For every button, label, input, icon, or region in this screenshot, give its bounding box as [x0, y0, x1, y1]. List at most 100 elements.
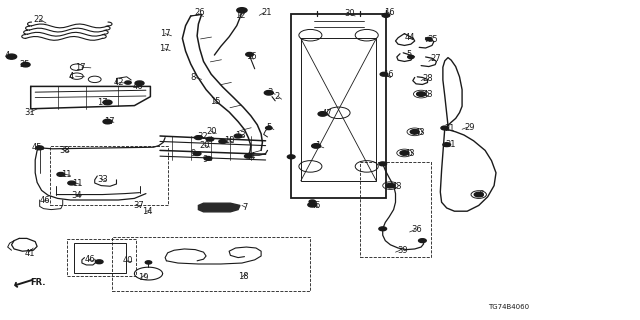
Text: 4: 4 [4, 51, 10, 60]
Text: 28: 28 [422, 74, 433, 83]
Text: 17: 17 [160, 29, 171, 38]
Text: 40: 40 [123, 256, 133, 265]
Text: 9: 9 [191, 149, 196, 158]
Circle shape [246, 52, 253, 56]
Circle shape [382, 13, 390, 17]
Circle shape [244, 154, 252, 158]
Text: 5: 5 [406, 50, 412, 59]
Text: 25: 25 [19, 60, 29, 68]
Circle shape [408, 55, 414, 59]
Text: 1: 1 [315, 141, 320, 150]
Text: FR.: FR. [31, 278, 46, 287]
Circle shape [266, 126, 272, 130]
Text: 36: 36 [412, 225, 422, 234]
Circle shape [426, 37, 432, 41]
Circle shape [386, 183, 395, 188]
Text: 35: 35 [428, 35, 438, 44]
Circle shape [312, 144, 321, 148]
Circle shape [193, 152, 201, 156]
Text: 43: 43 [392, 182, 403, 191]
Circle shape [125, 81, 131, 84]
Circle shape [474, 192, 483, 197]
Text: 21: 21 [445, 140, 456, 149]
Text: 44: 44 [246, 152, 256, 161]
Text: 16: 16 [383, 70, 394, 79]
Text: 34: 34 [72, 191, 83, 200]
Text: 38: 38 [59, 146, 70, 155]
Text: TG74B4060: TG74B4060 [488, 304, 529, 309]
Text: 12: 12 [236, 11, 246, 20]
Text: 5: 5 [266, 123, 271, 132]
Text: 22: 22 [33, 15, 44, 24]
Text: 29: 29 [465, 123, 475, 132]
Text: 27: 27 [430, 54, 441, 63]
Bar [67, 239, 136, 276]
Circle shape [264, 91, 273, 95]
Bar [301, 38, 376, 181]
Text: 44: 44 [404, 33, 415, 42]
Text: 16: 16 [384, 8, 395, 17]
Text: 46: 46 [84, 255, 95, 264]
Circle shape [379, 162, 387, 166]
Text: 18: 18 [238, 272, 249, 281]
Bar [360, 162, 431, 257]
Circle shape [237, 8, 247, 13]
Circle shape [21, 62, 30, 67]
Circle shape [204, 156, 212, 160]
Circle shape [380, 72, 388, 76]
Text: 13: 13 [236, 131, 246, 140]
Bar [112, 237, 310, 291]
Circle shape [103, 100, 112, 105]
Circle shape [417, 92, 426, 96]
Text: 17: 17 [104, 117, 115, 126]
Bar [50, 146, 168, 205]
Text: 39: 39 [397, 246, 408, 255]
Circle shape [379, 227, 387, 231]
Text: 45: 45 [32, 143, 42, 152]
Text: 42: 42 [114, 78, 124, 87]
Circle shape [400, 151, 409, 155]
Circle shape [441, 126, 449, 130]
Circle shape [410, 130, 419, 134]
Circle shape [68, 181, 76, 185]
Circle shape [219, 140, 227, 143]
Text: 37: 37 [133, 201, 144, 210]
Text: 43: 43 [404, 149, 415, 158]
Text: 41: 41 [24, 249, 35, 258]
Text: 20: 20 [206, 127, 216, 136]
Bar [74, 243, 126, 273]
Text: 17: 17 [76, 63, 86, 72]
Circle shape [6, 54, 17, 59]
Bar [291, 14, 386, 198]
Text: 8: 8 [191, 73, 196, 82]
Text: 30: 30 [344, 9, 355, 18]
Circle shape [234, 134, 242, 138]
Text: 47: 47 [321, 109, 332, 118]
Text: 3: 3 [268, 88, 273, 97]
Circle shape [206, 137, 214, 141]
Text: 19: 19 [138, 273, 148, 282]
Text: 10: 10 [224, 136, 234, 145]
Circle shape [287, 155, 295, 159]
Text: 4: 4 [69, 72, 74, 81]
Circle shape [308, 203, 317, 207]
Text: 20: 20 [200, 141, 210, 150]
Text: 45: 45 [311, 201, 321, 210]
Text: 46: 46 [133, 82, 144, 91]
Circle shape [419, 239, 426, 243]
Text: 21: 21 [445, 124, 455, 132]
Text: 31: 31 [24, 108, 35, 117]
Text: 43: 43 [415, 128, 426, 137]
Text: 11: 11 [72, 179, 82, 188]
Circle shape [195, 136, 202, 140]
Text: 32: 32 [197, 132, 208, 141]
Circle shape [318, 112, 327, 116]
Text: 21: 21 [261, 8, 271, 17]
Text: 7: 7 [242, 203, 247, 212]
Circle shape [443, 143, 451, 147]
Text: 46: 46 [40, 196, 51, 204]
Polygon shape [198, 203, 240, 212]
Text: 33: 33 [97, 175, 108, 184]
Text: 6: 6 [479, 190, 484, 199]
Circle shape [57, 172, 65, 176]
